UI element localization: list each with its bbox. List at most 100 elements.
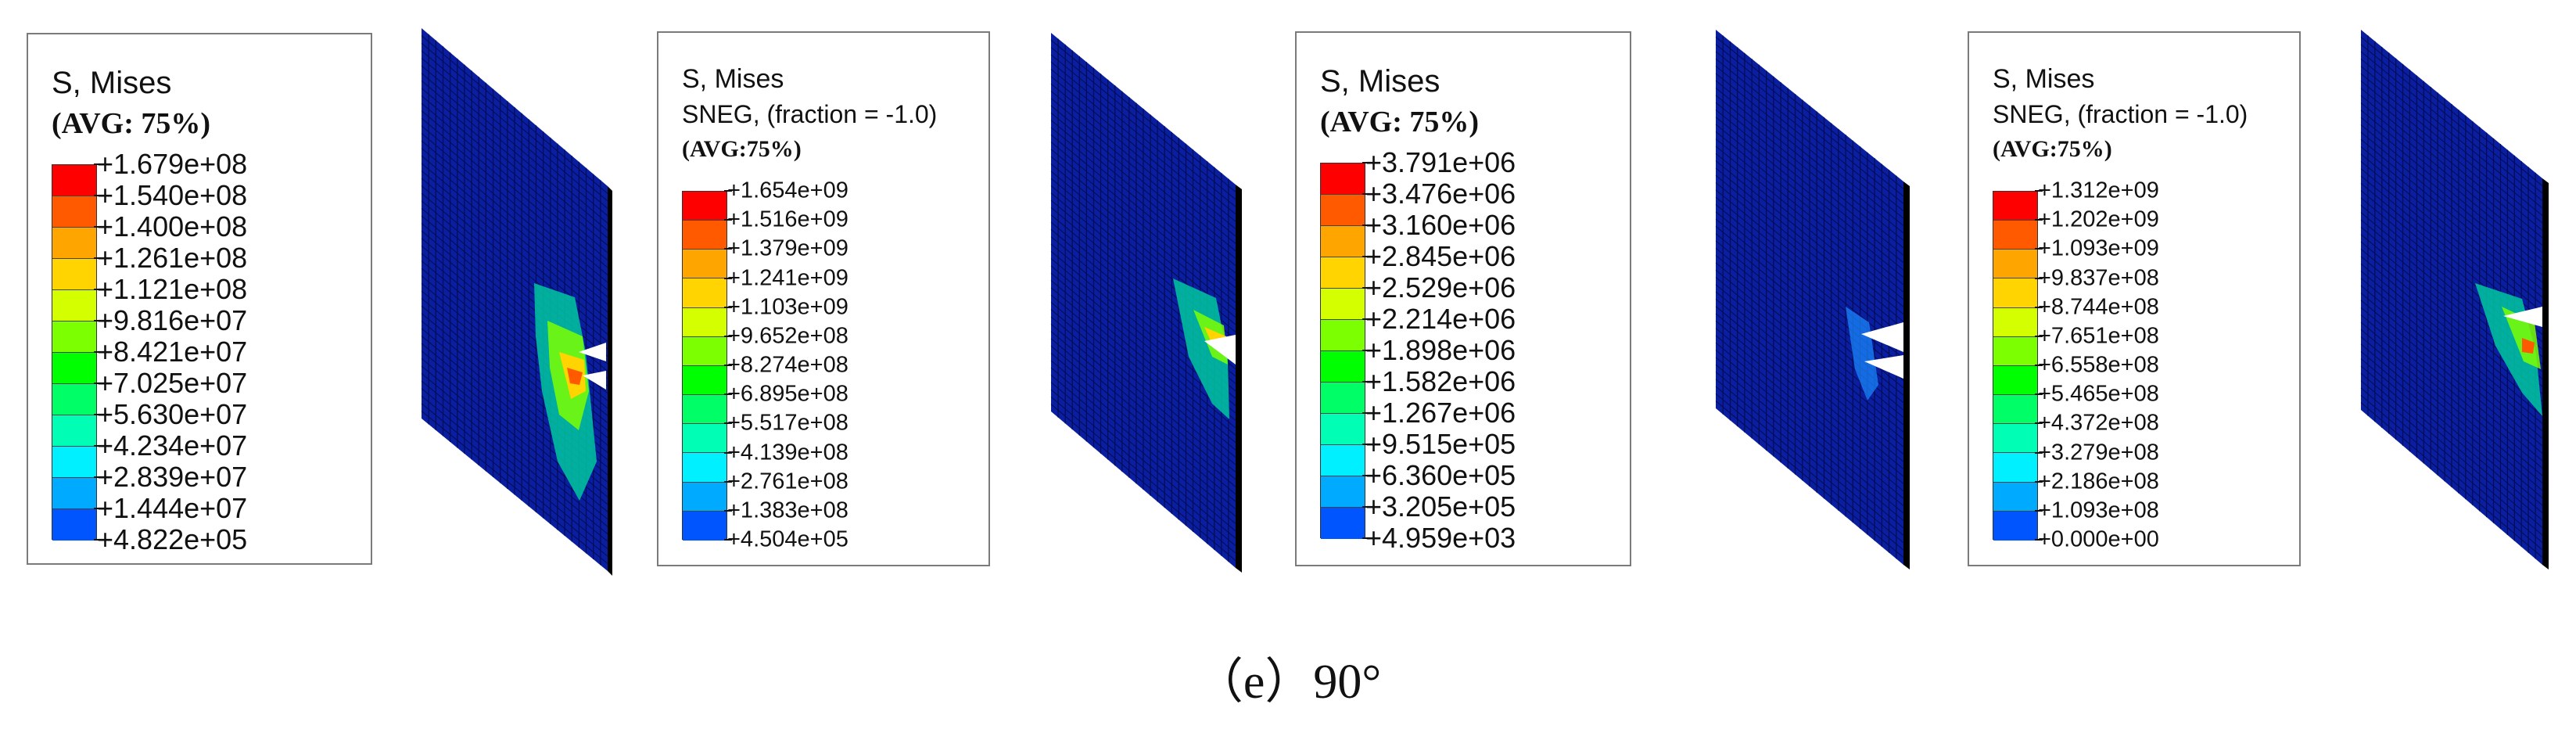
mesh-line [1050, 134, 1236, 289]
figure-caption: （e）90° [1194, 656, 1382, 709]
mesh-line [1050, 353, 1236, 509]
mesh-line [421, 132, 608, 290]
legend-tick [94, 383, 102, 384]
legend-tick [94, 351, 102, 353]
legend-value: +1.121e+08 [97, 273, 248, 305]
mesh-line [1050, 294, 1236, 451]
legend-tick [94, 476, 102, 478]
legend-tick [724, 480, 732, 483]
color-band [52, 165, 96, 196]
legend-panel-4: S, Mises SNEG, (fraction = -1.0) (AVG:75… [1968, 31, 2301, 566]
legend-value: +1.400e+08 [97, 210, 248, 242]
mesh-line [1715, 401, 1904, 558]
mesh-line [421, 411, 608, 564]
mesh-line [1050, 69, 1236, 222]
color-band [1993, 278, 2037, 308]
legend-value: +1.383e+08 [727, 498, 849, 523]
color-bar [1993, 191, 2038, 541]
legend-panel-3: S, Mises (AVG: 75%) +3.791e+06 +3.476e+06… [1295, 31, 1631, 566]
color-band [52, 196, 96, 228]
legend-tick [1362, 506, 1370, 508]
legend-value: +1.093e+08 [2038, 498, 2159, 523]
mesh-line [1050, 345, 1236, 502]
mesh-line [421, 95, 608, 253]
mesh-line [1050, 91, 1236, 244]
color-band [1993, 511, 2037, 541]
legend-subtitle: (AVG: 75%) [52, 107, 211, 140]
mesh-line [1715, 372, 1904, 529]
mesh-line [2360, 350, 2543, 506]
legend-value: +2.186e+08 [2038, 469, 2159, 494]
color-band [1993, 221, 2037, 250]
mesh-line [1050, 163, 1236, 318]
legend-value: +1.444e+07 [97, 492, 248, 524]
mesh-line [2360, 153, 2543, 305]
legend-tick [724, 539, 732, 541]
mesh-line [1715, 277, 1904, 433]
mesh-line [1715, 269, 1904, 426]
legend-tick [724, 219, 732, 221]
mesh-line [2360, 249, 2543, 402]
legend-value: +6.558e+08 [2038, 352, 2159, 378]
mesh-line [1715, 386, 1904, 544]
mesh-line [1050, 382, 1236, 539]
mesh-line [1715, 102, 1904, 256]
mesh-line [1050, 338, 1236, 495]
mesh-line [1050, 367, 1236, 524]
legend-value: +6.895e+08 [727, 381, 849, 407]
mesh-line [1050, 316, 1236, 472]
notch [1861, 322, 1903, 352]
legend-tick [2035, 306, 2043, 308]
mesh-line [2360, 131, 2543, 283]
mesh-line [1050, 302, 1236, 458]
mesh-line [2360, 36, 2543, 186]
color-band [1993, 453, 2037, 483]
legend-tick [1362, 350, 1370, 351]
legend-tick [724, 335, 732, 337]
mesh-line [1715, 342, 1904, 499]
legend-value: +9.515e+05 [1365, 428, 1516, 460]
mesh-line [2360, 58, 2543, 209]
legend-tick [2035, 190, 2043, 192]
legend-tick [94, 163, 102, 165]
mesh-line [2360, 271, 2543, 424]
legend-tick [2035, 539, 2043, 541]
mesh-line [2360, 160, 2543, 313]
color-band [1993, 482, 2037, 512]
legend-panel-2: S, Mises SNEG, (fraction = -1.0) (AVG:75… [657, 31, 990, 566]
color-band [683, 250, 727, 279]
legend-value: +6.360e+05 [1365, 459, 1516, 491]
color-band [683, 424, 727, 454]
mesh-line [1715, 393, 1904, 551]
mesh-line [1715, 328, 1904, 484]
legend-value: +7.651e+08 [2038, 323, 2159, 349]
mesh-line [2360, 256, 2543, 409]
legend-title: S, Mises [1320, 64, 1440, 99]
mesh-line [1715, 88, 1904, 241]
mesh-line [421, 403, 608, 557]
mesh-line [1715, 66, 1904, 219]
mesh-line [1715, 379, 1904, 536]
mesh-line [421, 88, 608, 246]
color-band [683, 511, 727, 541]
mesh-line [421, 388, 608, 542]
legend-value: +1.654e+09 [727, 178, 849, 203]
color-band [1321, 289, 1365, 320]
legend-tick [2035, 480, 2043, 483]
color-band [1993, 424, 2037, 454]
mesh-line [1715, 124, 1904, 278]
color-band [1993, 336, 2037, 366]
legend-tick [1362, 537, 1370, 539]
mesh-line [421, 65, 608, 224]
legend-value: +1.267e+06 [1365, 397, 1516, 429]
mesh-line [2360, 88, 2543, 239]
legend-value: +0.000e+00 [2038, 526, 2159, 552]
legend-tick [2035, 509, 2043, 512]
mesh-line [2360, 44, 2543, 194]
legend-value: +1.261e+08 [97, 242, 248, 274]
legend-value: +4.234e+07 [97, 429, 248, 462]
mesh-line [1715, 117, 1904, 271]
legend-tick [2035, 451, 2043, 454]
color-band [1321, 508, 1365, 539]
mesh-plate-1 [421, 28, 612, 576]
